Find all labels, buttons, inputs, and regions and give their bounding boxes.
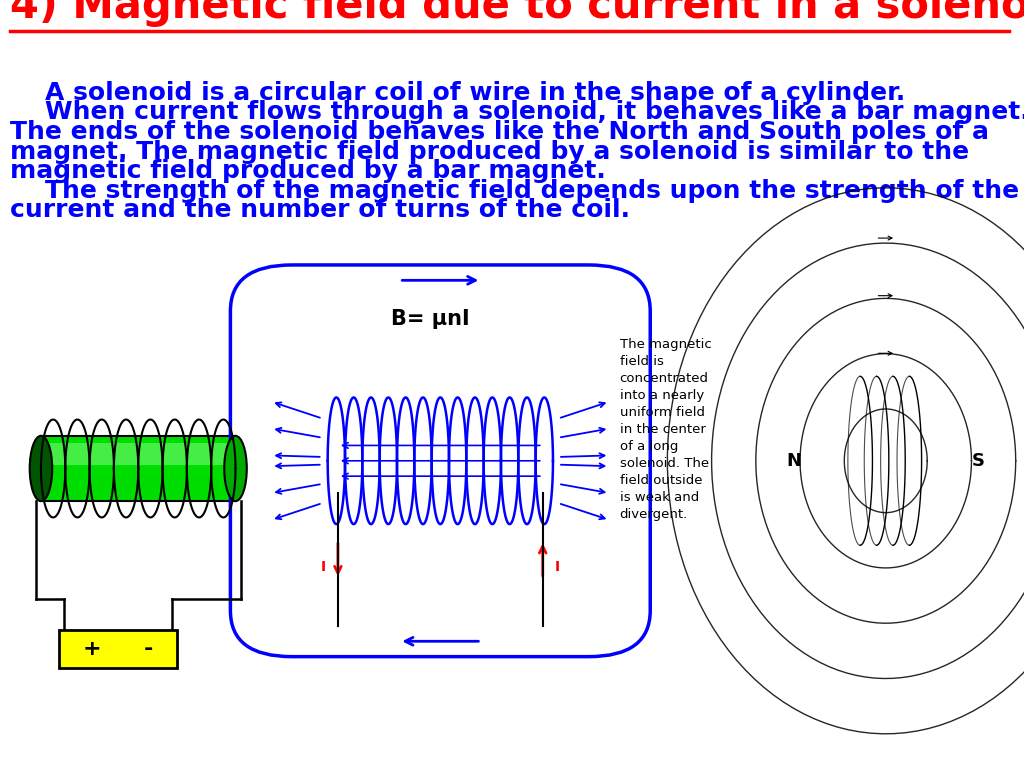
Text: N: N [786, 452, 801, 470]
Bar [59, 630, 177, 668]
Ellipse shape [30, 436, 52, 502]
Text: The magnetic
field is
concentrated
into a nearly
uniform field
in the center
of : The magnetic field is concentrated into … [620, 338, 712, 521]
Text: The ends of the solenoid behaves like the North and South poles of a: The ends of the solenoid behaves like th… [10, 120, 989, 144]
Text: I: I [555, 561, 560, 574]
Text: -: - [143, 639, 154, 659]
Text: A solenoid is a circular coil of wire in the shape of a cylinder.: A solenoid is a circular coil of wire in… [10, 81, 905, 104]
Ellipse shape [224, 436, 247, 502]
Text: The strength of the magnetic field depends upon the strength of the: The strength of the magnetic field depen… [10, 179, 1019, 203]
Text: +: + [83, 639, 101, 659]
Bar [46, 443, 230, 465]
Text: I: I [321, 561, 326, 574]
Text: current and the number of turns of the coil.: current and the number of turns of the c… [10, 198, 630, 223]
Text: magnet. The magnetic field produced by a solenoid is similar to the: magnet. The magnetic field produced by a… [10, 140, 970, 164]
Bar [41, 436, 236, 502]
Text: When current flows through a solenoid, it behaves like a bar magnet.: When current flows through a solenoid, i… [10, 101, 1024, 124]
Text: magnetic field produced by a bar magnet.: magnetic field produced by a bar magnet. [10, 159, 606, 183]
Text: B= μnI: B= μnI [391, 309, 469, 329]
Text: 4) Magnetic field due to current in a solenoid :-: 4) Magnetic field due to current in a so… [10, 0, 1024, 27]
Text: S: S [972, 452, 984, 470]
